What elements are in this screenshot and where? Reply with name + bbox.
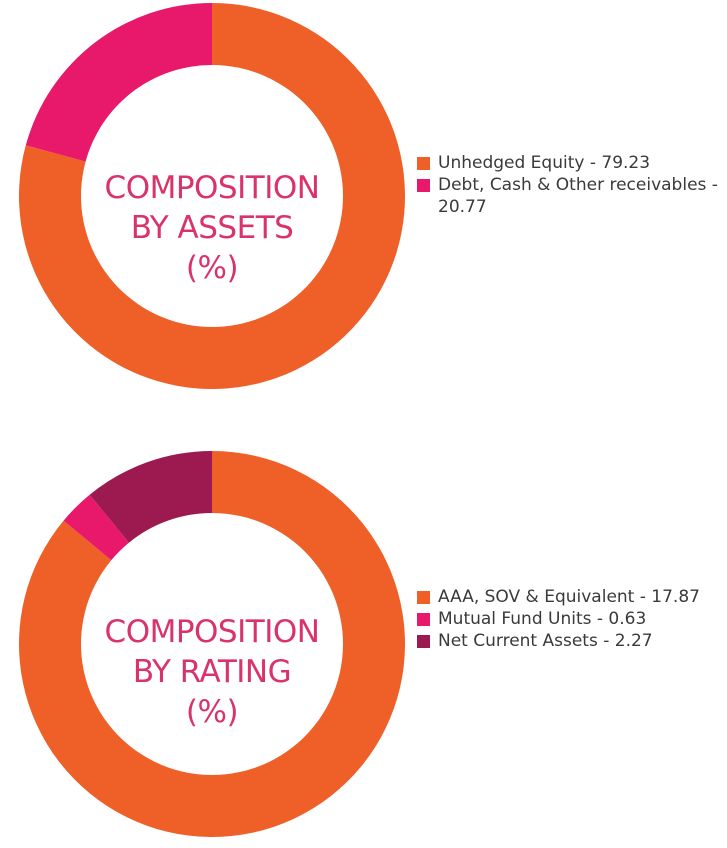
assets-center-title: COMPOSITION BY ASSETS (%) (57, 168, 367, 288)
rating-donut (18, 451, 406, 837)
rating-slice-2 (89, 451, 212, 543)
rating-legend: AAA, SOV & Equivalent - 17.87 Mutual Fun… (417, 586, 722, 652)
rating-slice-0 (18, 451, 406, 837)
composition-by-rating-chart: COMPOSITION BY RATING (%) AAA, SOV & Equ… (0, 440, 727, 840)
assets-legend-item-equity: Unhedged Equity - 79.23 (417, 152, 722, 174)
assets-title-line-1: COMPOSITION (104, 170, 320, 206)
rating-legend-swatch-mutual-fund (417, 613, 430, 626)
rating-legend-label-aaa: AAA, SOV & Equivalent - 17.87 (438, 587, 700, 607)
rating-title-line-3: (%) (185, 694, 239, 730)
rating-center-title: COMPOSITION BY RATING (%) (57, 612, 367, 732)
assets-slice-1 (25, 3, 213, 162)
rating-legend-item-net-current: Net Current Assets - 2.27 (417, 630, 722, 652)
composition-by-assets-chart: COMPOSITION BY ASSETS (%) Unhedged Equit… (0, 0, 727, 400)
assets-donut (19, 3, 406, 389)
assets-legend-label-debt: Debt, Cash & Other receivables - 20.77 (438, 175, 718, 217)
rating-slice-1 (63, 494, 129, 561)
rating-legend-swatch-net-current (417, 635, 430, 648)
rating-legend-swatch-aaa (417, 591, 430, 604)
rating-legend-label-net-current: Net Current Assets - 2.27 (438, 631, 653, 651)
assets-title-line-3: (%) (185, 250, 239, 286)
assets-legend-item-debt: Debt, Cash & Other receivables - 20.77 (417, 174, 722, 218)
assets-legend: Unhedged Equity - 79.23 Debt, Cash & Oth… (417, 152, 722, 218)
assets-legend-swatch-debt (417, 179, 430, 192)
rating-legend-label-mutual-fund: Mutual Fund Units - 0.63 (438, 609, 647, 629)
assets-slice-0 (19, 3, 406, 389)
assets-legend-label-equity: Unhedged Equity - 79.23 (438, 153, 651, 173)
assets-legend-swatch-equity (417, 157, 430, 170)
rating-title-line-1: COMPOSITION (104, 614, 320, 650)
rating-legend-item-mutual-fund: Mutual Fund Units - 0.63 (417, 608, 722, 630)
rating-title-line-2: BY RATING (132, 654, 292, 690)
assets-title-line-2: BY ASSETS (130, 210, 294, 246)
rating-legend-item-aaa: AAA, SOV & Equivalent - 17.87 (417, 586, 722, 608)
